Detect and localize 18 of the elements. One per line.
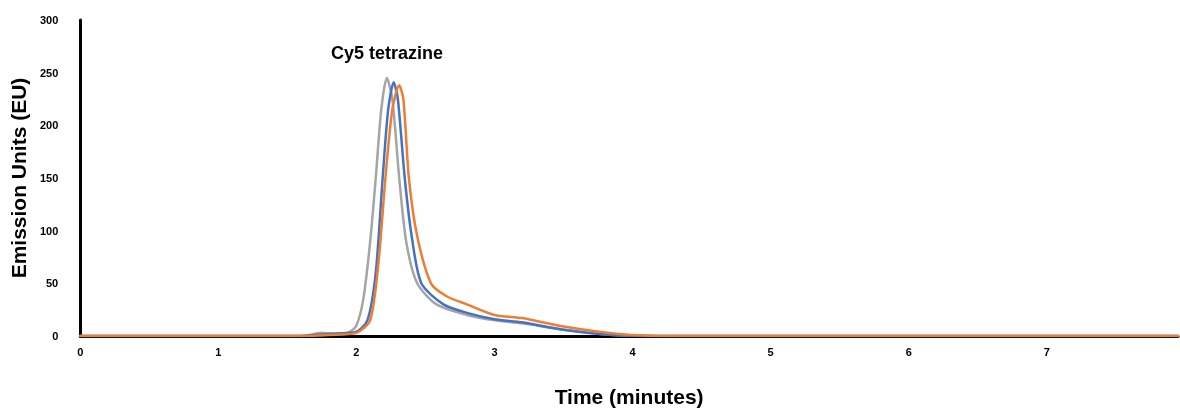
- y-tick-label: 150: [39, 172, 59, 184]
- y-axis-title: Emission Units (EU): [7, 77, 30, 279]
- y-tick-label: 50: [46, 277, 59, 290]
- x-tick-label: 3: [491, 345, 498, 358]
- x-axis-title: Time (minutes): [554, 385, 704, 408]
- y-tick-label: 0: [52, 330, 59, 342]
- x-tick-label: 0: [77, 345, 84, 358]
- y-tick-label: 200: [39, 119, 59, 132]
- x-tick-label: 2: [353, 345, 360, 358]
- y-tick-label: 250: [39, 66, 59, 79]
- x-tick-label: 6: [905, 345, 912, 358]
- annotation: Cy5 tetrazine: [331, 43, 444, 63]
- x-tick-label: 1: [215, 345, 222, 358]
- x-tick-label: 7: [1043, 345, 1050, 358]
- x-tick-label: 4: [629, 345, 637, 358]
- y-tick-label: 300: [39, 14, 59, 26]
- y-tick-label: 100: [39, 224, 59, 237]
- x-tick-label: 5: [767, 345, 774, 358]
